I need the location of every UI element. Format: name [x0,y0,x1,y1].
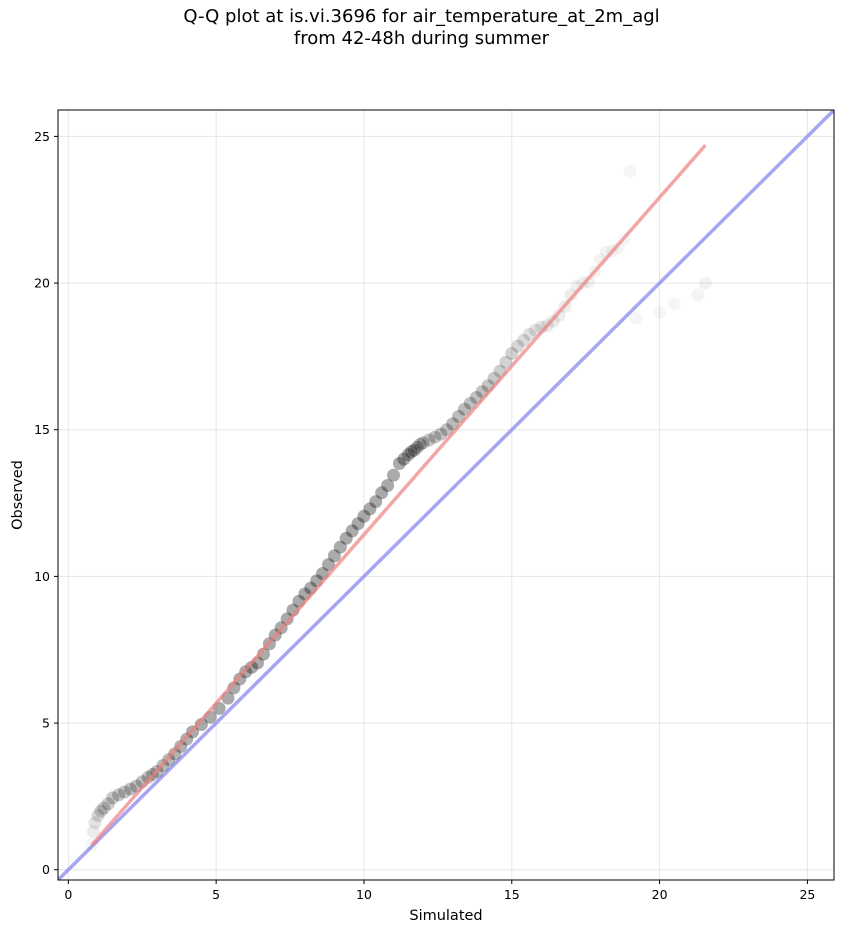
data-point [381,478,395,492]
x-axis-label: Simulated [409,908,482,924]
data-point [333,540,347,554]
data-point [357,509,371,523]
data-point [416,436,430,450]
data-point [428,430,442,444]
data-point [369,495,383,509]
data-point [413,437,427,451]
data-point [141,770,155,784]
data-point [401,448,415,462]
data-point [523,327,537,341]
data-point [88,816,102,830]
y-tick-label: 25 [34,129,50,144]
data-point [440,423,454,437]
data-point [91,808,105,822]
y-axis-label: Observed [10,460,26,530]
chart-subtitle: from 42-48h during summer [293,28,550,49]
data-point [351,517,365,531]
data-point [629,312,642,325]
data-point [86,825,100,839]
data-point [387,468,401,482]
data-point [321,558,335,572]
x-tick-label: 10 [356,887,372,902]
grid [58,110,834,880]
data-point [698,276,712,290]
data-point [363,502,377,516]
data-point [564,288,578,302]
x-tick-label: 15 [504,887,520,902]
data-point [691,288,705,302]
data-point [392,456,406,470]
chart-title: Q-Q plot at is.vi.3696 for air_temperatu… [183,6,660,27]
data-point [404,445,418,459]
data-point [624,165,637,178]
data-point [97,801,111,815]
y-axis-ticks: 0 5 10 15 20 25 [34,129,58,877]
data-point [339,531,353,545]
data-point [422,433,436,447]
data-point [582,275,596,289]
x-tick-label: 25 [799,887,815,902]
data-point [345,524,359,538]
data-point [463,396,477,410]
chart-title-block: Q-Q plot at is.vi.3696 for air_temperatu… [0,6,843,50]
data-point [505,346,519,360]
data-point [118,785,132,799]
identity-line [58,110,834,880]
data-point [407,443,421,457]
data-point [410,440,424,454]
data-point [101,797,115,811]
data-point [434,427,448,441]
plot-frame [57,109,835,881]
data-point [653,306,666,319]
data-point [397,452,411,466]
data-point [106,791,120,805]
data-point [375,486,389,500]
fit-line-group [90,144,707,846]
data-point [499,355,513,369]
data-point [457,402,471,416]
data-point [327,549,341,563]
y-tick-label: 5 [42,716,50,731]
data-point [168,747,182,761]
x-axis-ticks: 0 5 10 15 20 25 [64,880,815,902]
x-tick-label: 20 [652,887,668,902]
data-point [452,410,466,424]
y-tick-label: 0 [42,862,50,877]
identity-line-group [58,110,834,880]
y-tick-label: 10 [34,569,50,584]
y-tick-label: 15 [34,422,50,437]
data-point [668,297,681,310]
data-point [112,788,126,802]
data-point [123,782,137,796]
data-point [511,339,525,353]
y-tick-label: 20 [34,276,50,291]
fit-line [90,144,707,846]
data-point [94,804,108,818]
x-tick-label: 0 [64,887,72,902]
x-tick-label: 5 [212,887,220,902]
points-group [86,165,712,839]
data-point [280,612,294,626]
data-point [517,333,531,347]
data-point [552,308,566,322]
